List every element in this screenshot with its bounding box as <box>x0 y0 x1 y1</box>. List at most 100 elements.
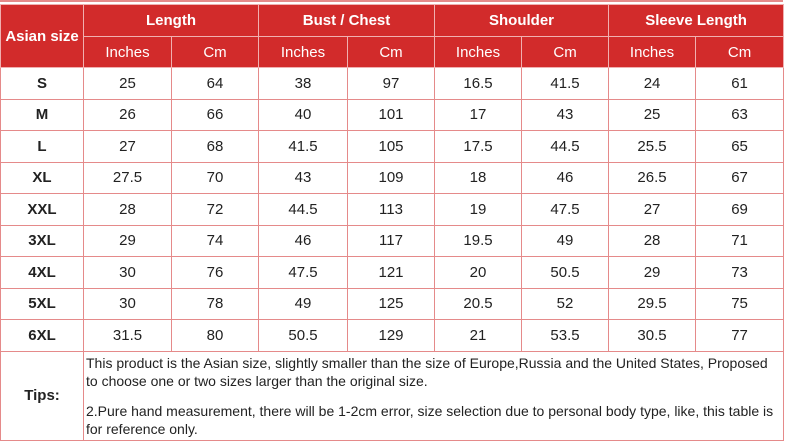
unit-cm: Cm <box>695 36 785 68</box>
value-cell: 26.5 <box>608 161 697 194</box>
value-cell: 24 <box>608 67 697 100</box>
table-row: S 25 64 38 97 16.5 41.5 24 61 <box>0 67 785 100</box>
value-cell: 30 <box>83 287 172 320</box>
value-cell: 40 <box>258 98 348 131</box>
value-cell: 41.5 <box>521 67 610 100</box>
size-chart-table: Asian size Length Bust / Chest Shoulder … <box>0 4 785 441</box>
value-cell: 97 <box>346 67 436 100</box>
value-cell: 68 <box>171 130 259 163</box>
value-cell: 25.5 <box>608 130 697 163</box>
size-cell: XL <box>0 161 84 194</box>
value-cell: 19 <box>434 193 523 226</box>
value-cell: 27.5 <box>83 161 172 194</box>
value-cell: 66 <box>171 98 259 131</box>
value-cell: 27 <box>608 193 697 226</box>
value-cell: 17 <box>434 98 523 131</box>
value-cell: 18 <box>434 161 523 194</box>
tip-2: 2.Pure hand measurement, there will be 1… <box>86 402 774 437</box>
table-row: 4XL 30 76 47.5 121 20 50.5 29 73 <box>0 256 785 289</box>
table-row: 5XL 30 78 49 125 20.5 52 29.5 75 <box>0 287 785 320</box>
bust-chest-header: Bust / Chest <box>257 4 436 37</box>
size-cell: M <box>0 98 84 131</box>
value-cell: 125 <box>346 287 436 320</box>
value-cell: 75 <box>695 287 785 320</box>
size-cell: 3XL <box>0 224 84 257</box>
value-cell: 49 <box>521 224 610 257</box>
tip-1: This product is the Asian size, slightly… <box>86 354 768 389</box>
value-cell: 20 <box>434 256 523 289</box>
value-cell: 69 <box>695 193 785 226</box>
value-cell: 77 <box>695 319 785 352</box>
value-cell: 29.5 <box>608 287 697 320</box>
value-cell: 44.5 <box>521 130 610 163</box>
shoulder-header: Shoulder <box>434 4 610 37</box>
unit-inches: Inches <box>608 36 697 68</box>
value-cell: 30 <box>83 256 172 289</box>
size-cell: 4XL <box>0 256 84 289</box>
unit-inches: Inches <box>434 36 523 68</box>
tips-text: This product is the Asian size, slightly… <box>82 350 785 441</box>
value-cell: 44.5 <box>258 193 348 226</box>
value-cell: 50.5 <box>258 319 348 352</box>
value-cell: 78 <box>171 287 259 320</box>
value-cell: 25 <box>608 98 697 131</box>
top-border <box>0 0 783 2</box>
value-cell: 61 <box>695 67 785 100</box>
table-row: 3XL 29 74 46 117 19.5 49 28 71 <box>0 224 785 257</box>
value-cell: 70 <box>171 161 259 194</box>
size-cell: 5XL <box>0 287 84 320</box>
asian-size-header: Asian size <box>0 4 84 68</box>
value-cell: 71 <box>695 224 785 257</box>
size-cell: XXL <box>0 193 84 226</box>
unit-inches: Inches <box>258 36 348 68</box>
table-row: 6XL 31.5 80 50.5 129 21 53.5 30.5 77 <box>0 319 785 352</box>
value-cell: 43 <box>521 98 610 131</box>
value-cell: 113 <box>346 193 436 226</box>
size-cell: 6XL <box>0 319 84 352</box>
value-cell: 47.5 <box>258 256 348 289</box>
size-cell: L <box>0 130 84 163</box>
value-cell: 26 <box>83 98 172 131</box>
value-cell: 19.5 <box>434 224 523 257</box>
table-row: XXL 28 72 44.5 113 19 47.5 27 69 <box>0 193 785 226</box>
value-cell: 121 <box>346 256 436 289</box>
size-cell: S <box>0 67 84 100</box>
value-cell: 27 <box>83 130 172 163</box>
value-cell: 53.5 <box>521 319 610 352</box>
table-row: L 27 68 41.5 105 17.5 44.5 25.5 65 <box>0 130 785 163</box>
value-cell: 28 <box>608 224 697 257</box>
value-cell: 105 <box>346 130 436 163</box>
value-cell: 16.5 <box>434 67 523 100</box>
value-cell: 30.5 <box>608 319 697 352</box>
unit-cm: Cm <box>521 36 610 68</box>
value-cell: 117 <box>346 224 436 257</box>
value-cell: 47.5 <box>521 193 610 226</box>
unit-cm: Cm <box>346 36 436 68</box>
value-cell: 65 <box>695 130 785 163</box>
sleeve-length-header: Sleeve Length <box>608 4 785 37</box>
value-cell: 17.5 <box>434 130 523 163</box>
value-cell: 76 <box>171 256 259 289</box>
tips-label: Tips: <box>0 350 84 441</box>
value-cell: 52 <box>521 287 610 320</box>
value-cell: 64 <box>171 67 259 100</box>
value-cell: 101 <box>346 98 436 131</box>
value-cell: 21 <box>434 319 523 352</box>
value-cell: 129 <box>346 319 436 352</box>
length-header: Length <box>83 4 259 37</box>
table-row: M 26 66 40 101 17 43 25 63 <box>0 98 785 131</box>
value-cell: 67 <box>695 161 785 194</box>
value-cell: 80 <box>171 319 259 352</box>
unit-inches: Inches <box>83 36 172 68</box>
value-cell: 29 <box>608 256 697 289</box>
value-cell: 31.5 <box>83 319 172 352</box>
value-cell: 63 <box>695 98 785 131</box>
value-cell: 25 <box>83 67 172 100</box>
value-cell: 74 <box>171 224 259 257</box>
value-cell: 50.5 <box>521 256 610 289</box>
value-cell: 28 <box>83 193 172 226</box>
value-cell: 20.5 <box>434 287 523 320</box>
value-cell: 109 <box>346 161 436 194</box>
value-cell: 41.5 <box>258 130 348 163</box>
value-cell: 72 <box>171 193 259 226</box>
